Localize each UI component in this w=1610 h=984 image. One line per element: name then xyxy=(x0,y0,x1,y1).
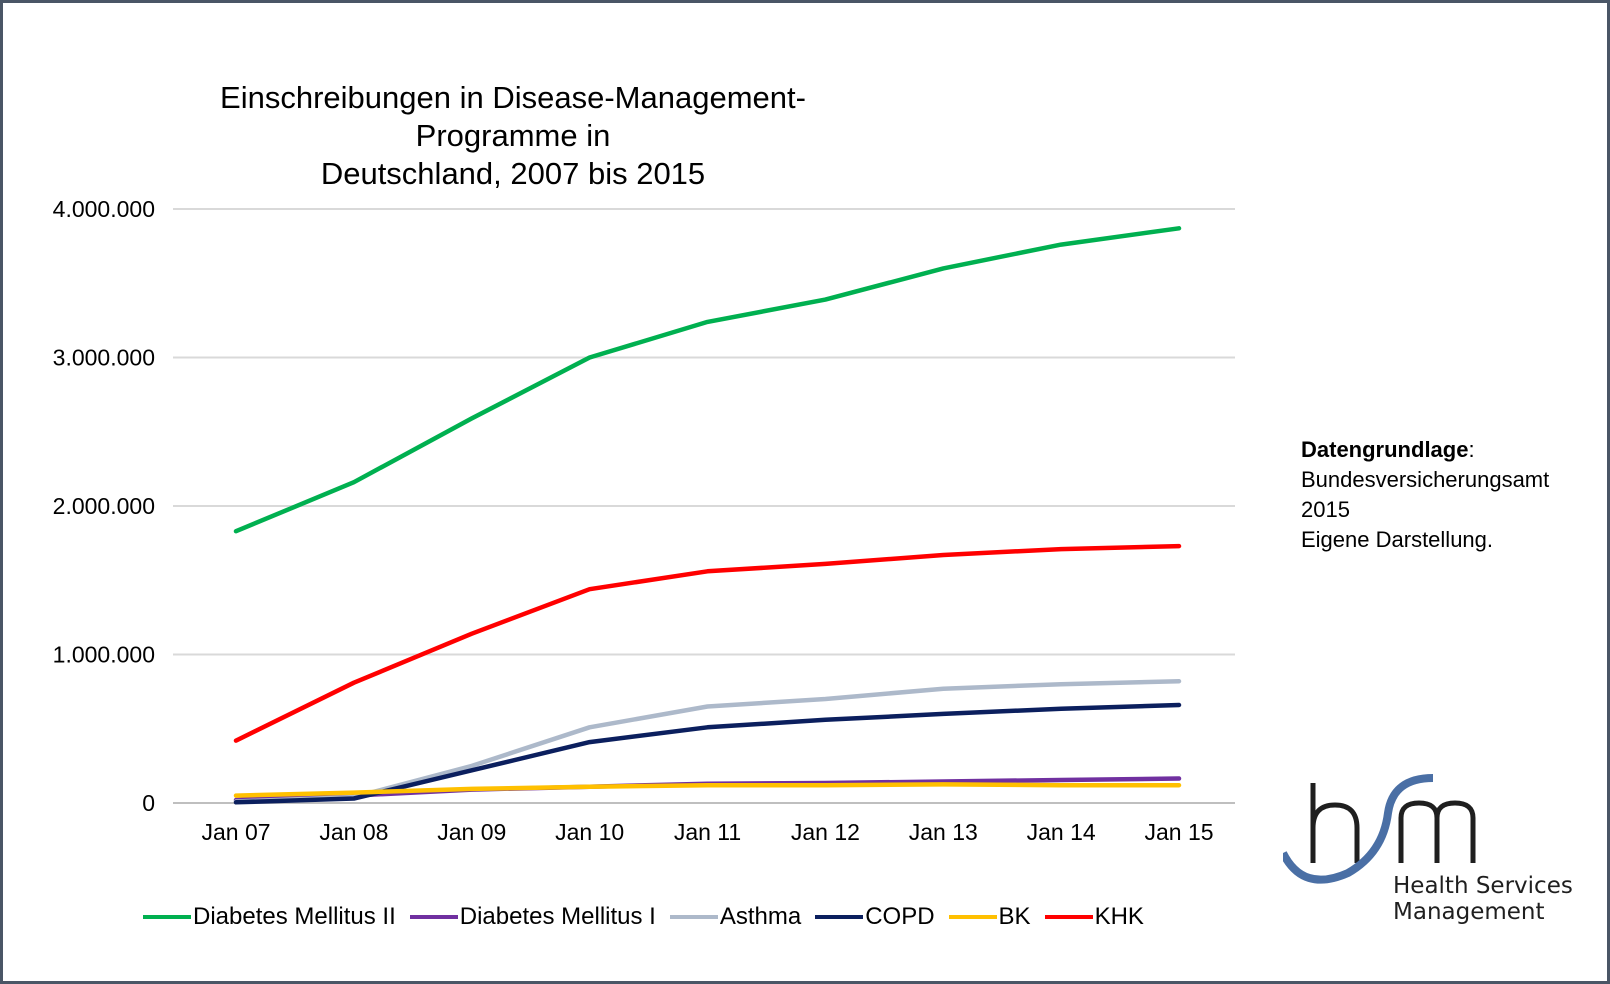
legend-label: COPD xyxy=(865,903,935,930)
hsm-logo: Health Services Management xyxy=(1279,773,1603,943)
logo-text-line-2: Management xyxy=(1393,899,1545,925)
legend-swatch xyxy=(1044,915,1093,919)
x-tick-label: Jan 10 xyxy=(555,819,624,845)
legend-swatch xyxy=(669,915,718,919)
legend-item: BK xyxy=(948,903,1031,931)
y-tick-label: 4.000.000 xyxy=(53,196,155,222)
x-tick-label: Jan 07 xyxy=(201,819,270,845)
chart-legend: Diabetes Mellitus II Diabetes Mellitus I A… xyxy=(143,903,1158,931)
series-line-asthma xyxy=(233,678,1182,804)
x-tick-label: Jan 14 xyxy=(1027,819,1096,845)
legend-item: Asthma xyxy=(669,903,802,931)
chart-title: Einschreibungen in Disease-Management-Pr… xyxy=(143,79,883,193)
legend-label: Diabetes Mellitus II xyxy=(193,903,396,930)
legend-label: KHK xyxy=(1094,903,1144,930)
series-line-diabetes-mellitus-ii xyxy=(233,226,1182,534)
y-tick-label: 0 xyxy=(142,790,155,816)
chart-title-line-2: Deutschland, 2007 bis 2015 xyxy=(320,156,706,191)
source-line-1: Bundesversicherungsamt xyxy=(1301,467,1550,492)
hsm-logo-mark xyxy=(1279,774,1476,884)
series-line-bk xyxy=(233,782,1182,798)
x-tick-label: Jan 12 xyxy=(791,819,860,845)
legend-item: Diabetes Mellitus II xyxy=(143,903,396,931)
source-label: Datengrundlage xyxy=(1301,437,1469,462)
x-tick-label: Jan 08 xyxy=(319,819,388,845)
y-tick-label: 2.000.000 xyxy=(53,493,155,519)
legend-label: Asthma xyxy=(719,903,802,930)
legend-label: Diabetes Mellitus I xyxy=(459,903,656,930)
source-line-3: Eigene Darstellung. xyxy=(1301,527,1494,552)
legend-item: KHK xyxy=(1044,903,1144,931)
series-line-copd xyxy=(233,702,1182,805)
line-chart: 0 1.000.000 2.000.000 3.000.000 4.000.000 Jan… xyxy=(53,196,1235,845)
legend-item: COPD xyxy=(815,903,935,931)
legend-swatch xyxy=(948,915,997,919)
legend-label: BK xyxy=(998,903,1031,930)
x-tick-label: Jan 13 xyxy=(909,819,978,845)
source-colon: : xyxy=(1468,437,1475,462)
chart-title-line-1: Einschreibungen in Disease-Management-Pr… xyxy=(220,80,806,153)
logo-text-line-1: Health Services xyxy=(1393,873,1573,899)
x-tick-label: Jan 11 xyxy=(674,819,741,845)
legend-swatch xyxy=(815,915,864,919)
source-note: Datengrundlage: Bundesversicherungsamt 2… xyxy=(1301,435,1549,555)
y-tick-label: 1.000.000 xyxy=(53,642,155,668)
x-tick-label: Jan 09 xyxy=(437,819,506,845)
source-line-2: 2015 xyxy=(1301,497,1350,522)
legend-swatch xyxy=(409,915,458,919)
x-tick-label: Jan 15 xyxy=(1144,819,1213,845)
legend-swatch xyxy=(143,915,191,919)
y-tick-label: 3.000.000 xyxy=(53,345,155,371)
series-line-khk xyxy=(233,543,1182,743)
legend-item: Diabetes Mellitus I xyxy=(409,903,656,931)
